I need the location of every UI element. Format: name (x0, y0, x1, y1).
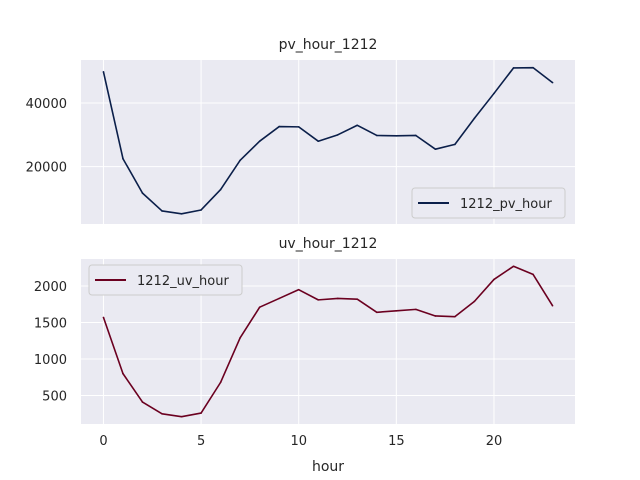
data-point (551, 304, 554, 307)
data-point (297, 126, 300, 128)
data-point (200, 209, 202, 211)
data-point (473, 117, 476, 120)
x-tick-label: 20 (486, 434, 503, 449)
y-tick-label: 500 (42, 390, 67, 405)
data-point (493, 278, 495, 281)
data-point (122, 372, 124, 375)
x-tick-label: 10 (290, 434, 307, 449)
data-point (434, 148, 437, 150)
data-point (376, 311, 378, 314)
data-point (415, 308, 417, 311)
data-point (512, 265, 515, 268)
legend-box (88, 264, 243, 296)
data-point (317, 299, 320, 301)
data-point (551, 81, 554, 84)
x-tick-label: 5 (197, 434, 205, 449)
legend-label: 1212_uv_hour (137, 274, 229, 289)
data-point (239, 159, 241, 162)
data-point (141, 401, 144, 403)
data-point (180, 213, 183, 215)
data-point (336, 134, 339, 136)
x-tick-label: 0 (99, 434, 107, 449)
data-point (102, 316, 105, 319)
chart-uv-hour: 500 1000 1500 2000 uv_hour_1212 0 5 10 15 20 hour 1… (34, 236, 575, 475)
y-tick-label: 1500 (34, 317, 67, 332)
data-point (454, 143, 456, 146)
data-point (278, 125, 280, 128)
data-point (532, 66, 534, 69)
data-point (473, 300, 476, 303)
data-point (356, 124, 359, 127)
data-point (395, 310, 398, 312)
data-point (219, 381, 222, 384)
x-tick-label: 15 (388, 434, 405, 449)
legend-label: 1212_pv_hour (460, 197, 552, 212)
data-point (395, 134, 398, 137)
data-point (200, 412, 202, 414)
legend: 1212_uv_hour (88, 264, 243, 296)
y-tick-label: 1000 (34, 353, 67, 368)
data-point (434, 315, 437, 317)
data-point (532, 273, 534, 276)
x-axis-label: hour (312, 459, 344, 475)
data-point (278, 297, 280, 300)
data-point (180, 415, 183, 418)
data-point (454, 315, 456, 318)
data-point (297, 288, 300, 291)
data-point (376, 134, 378, 137)
y-tick-label: 40000 (26, 97, 67, 112)
data-point (356, 298, 359, 300)
data-point (161, 210, 163, 212)
data-point (317, 140, 320, 143)
y-tick-label: 20000 (26, 161, 67, 176)
legend: 1212_pv_hour (411, 187, 566, 219)
data-point (493, 92, 495, 95)
data-point (219, 188, 222, 191)
data-point (258, 306, 261, 308)
data-point (161, 412, 163, 415)
data-point (141, 192, 144, 194)
data-point (258, 140, 261, 143)
series-line-1212_pv_hour (102, 66, 554, 215)
chart-title: pv_hour_1212 (279, 37, 378, 53)
data-point (512, 67, 515, 69)
chart-pv-hour: 20000 40000 pv_hour_1212 1212_pv_hour (26, 37, 575, 224)
y-tick-label: 2000 (34, 280, 67, 295)
data-point (102, 70, 105, 73)
legend-box (411, 187, 566, 219)
data-point (122, 157, 124, 160)
chart-title: uv_hour_1212 (279, 236, 378, 252)
series-line-1212_uv_hour (102, 265, 554, 418)
data-point (239, 337, 241, 339)
data-point (336, 297, 339, 300)
data-point (415, 134, 417, 137)
